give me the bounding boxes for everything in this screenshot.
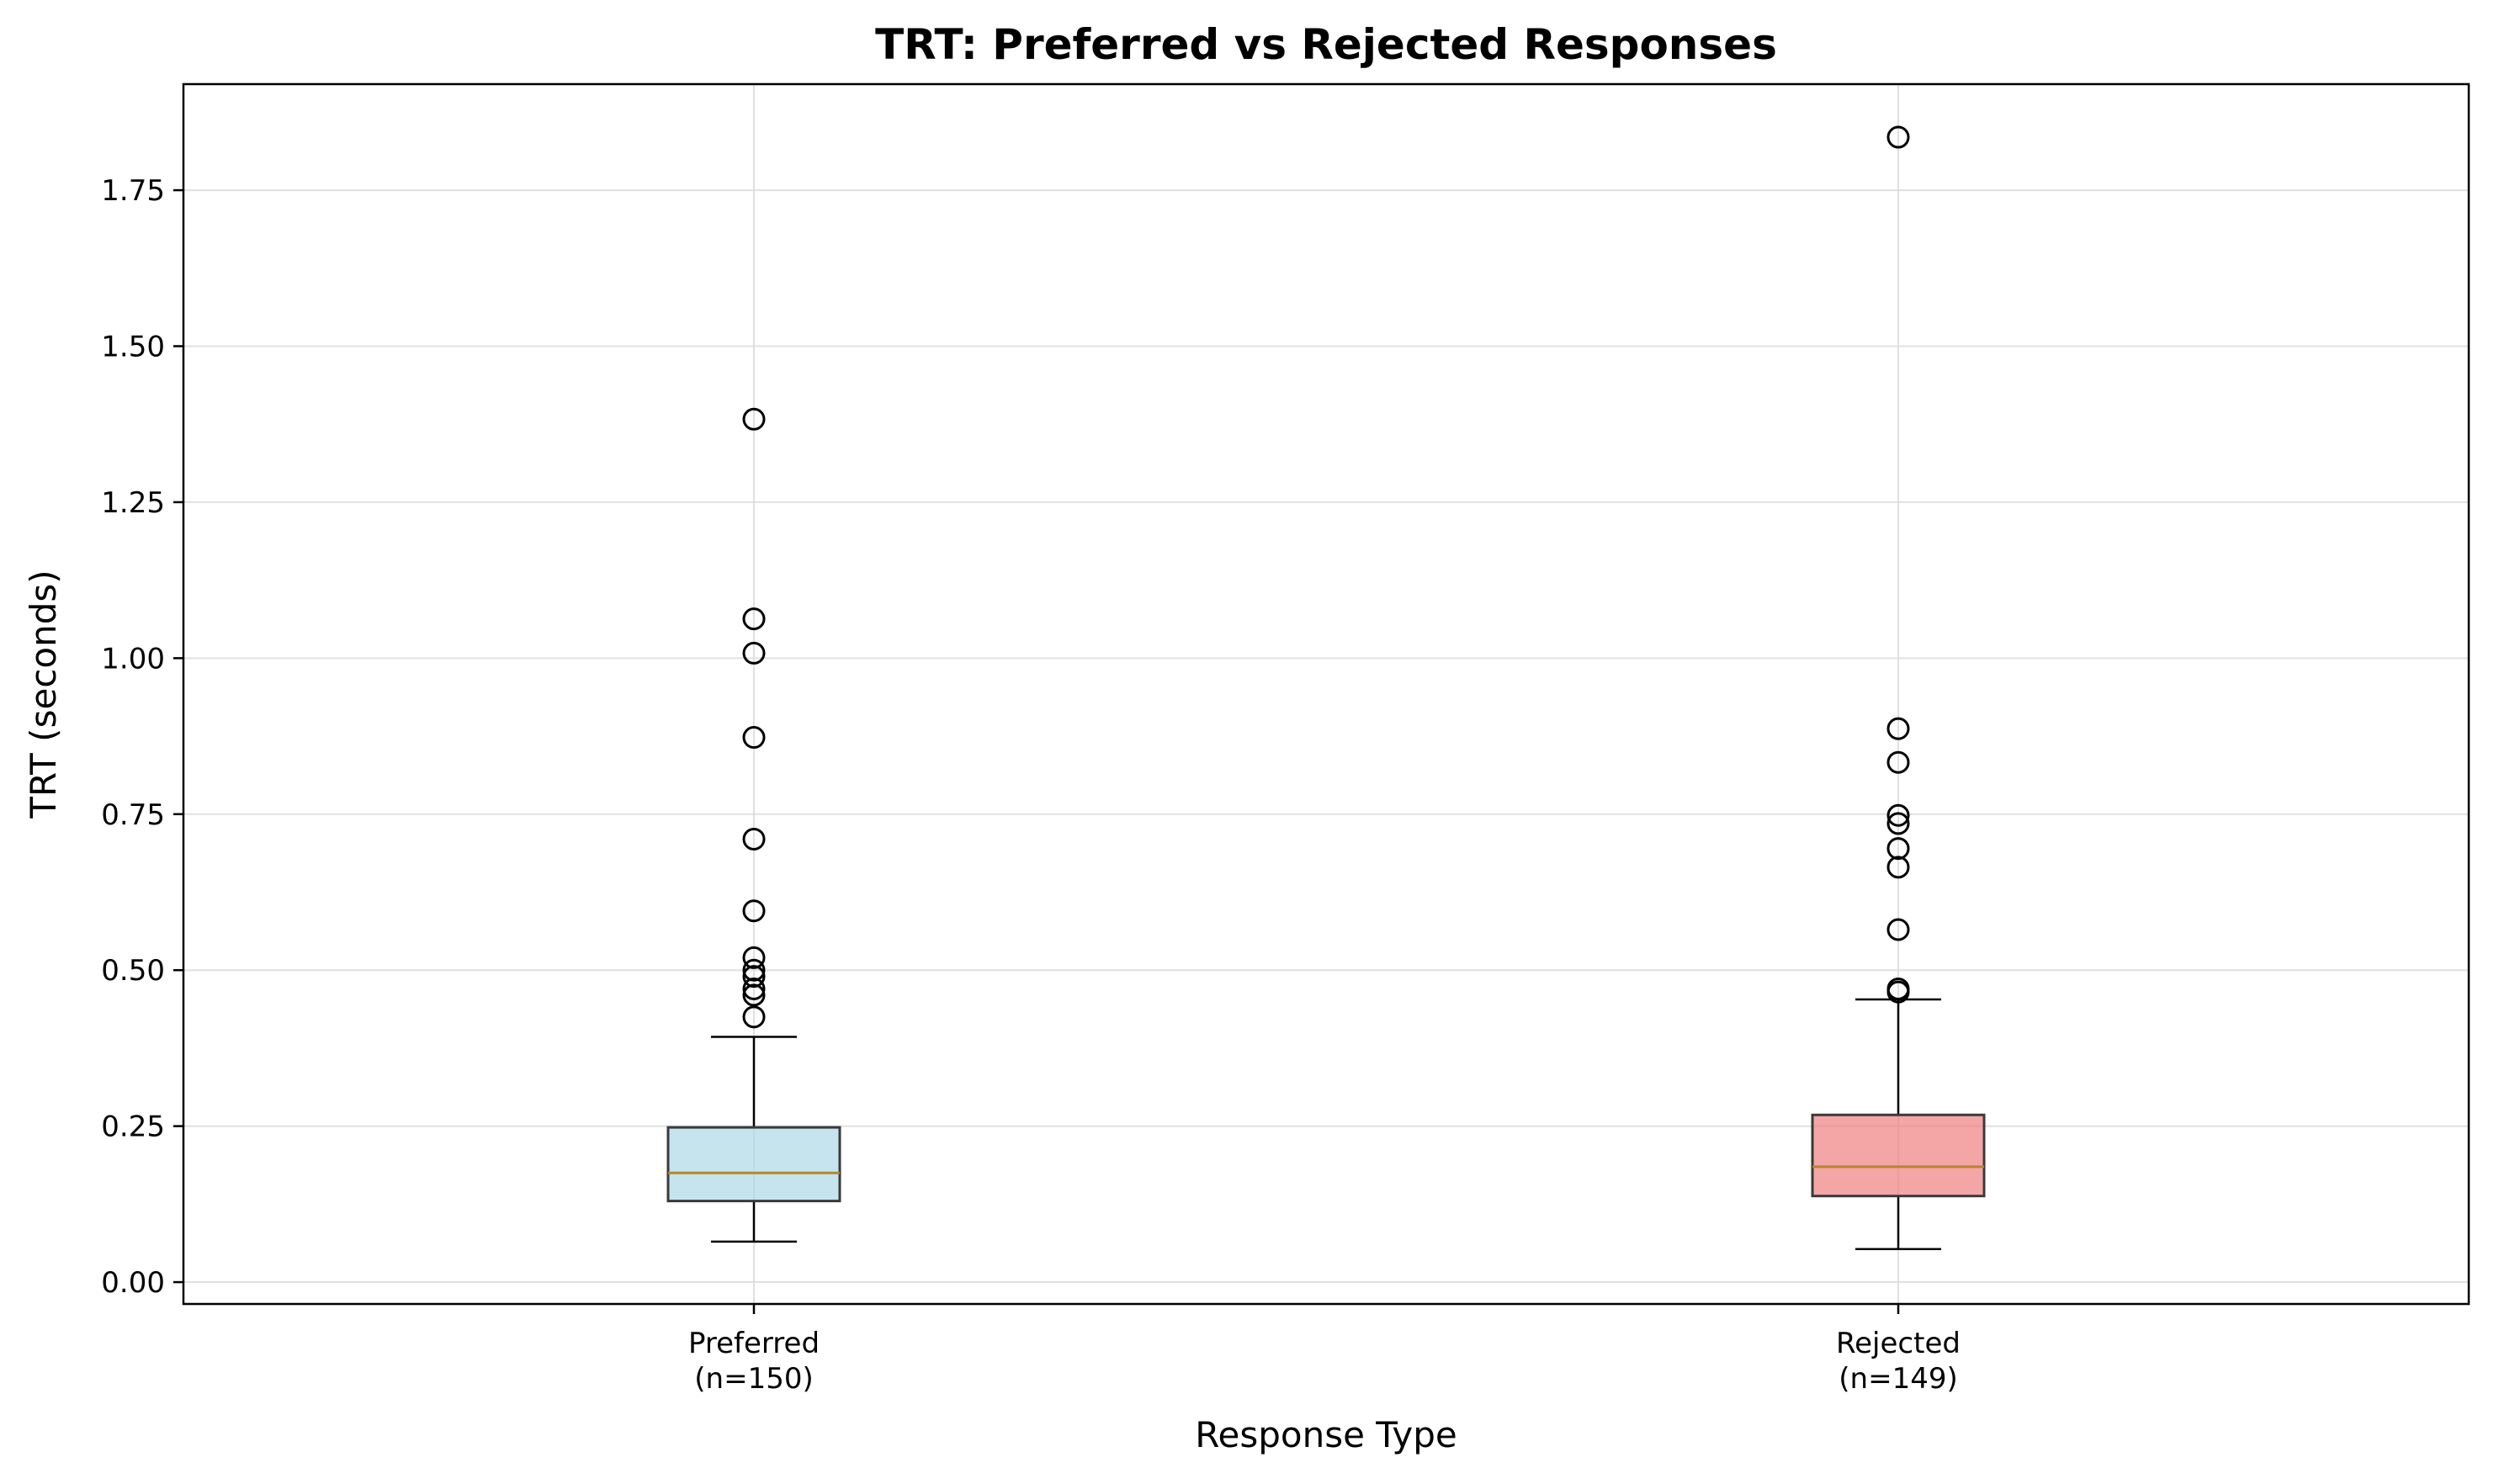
outlier-point <box>742 958 766 982</box>
plot-area <box>666 125 1986 1250</box>
y-tick-label: 1.25 <box>101 486 165 520</box>
y-tick-label: 1.00 <box>101 642 165 676</box>
y-tick-label: 0.50 <box>101 954 165 988</box>
x-tick-label: Preferred <box>688 1327 820 1360</box>
outlier-point <box>742 965 766 988</box>
outlier-point <box>1886 918 1910 941</box>
y-tick-label: 0.25 <box>101 1110 165 1144</box>
iqr-box <box>666 1126 841 1203</box>
y-tick-label: 1.75 <box>101 174 165 208</box>
outlier-point <box>742 607 766 631</box>
outlier-point <box>742 983 766 1007</box>
x-tick-label: Rejected <box>1836 1327 1961 1360</box>
outlier-point <box>742 977 766 1000</box>
outlier-point <box>1886 750 1910 774</box>
iqr-box <box>1811 1113 1986 1198</box>
x-axis: Preferred(n=150) Rejected(n=149) <box>688 1304 1961 1396</box>
y-tick-label: 0.75 <box>101 798 165 832</box>
outlier-point <box>742 946 766 969</box>
chart-title: TRT: Preferred vs Rejected Responses <box>875 20 1777 69</box>
outlier-point <box>1886 837 1910 861</box>
outlier-point <box>1886 803 1910 827</box>
outlier-point <box>1886 856 1910 879</box>
x-tick-sublabel: (n=149) <box>1839 1362 1957 1396</box>
outlier-point <box>1886 977 1910 1000</box>
x-tick-sublabel: (n=150) <box>694 1362 813 1396</box>
outlier-point <box>742 1005 766 1029</box>
outlier-point <box>1886 717 1910 740</box>
outlier-point <box>742 641 766 665</box>
x-axis-label: Response Type <box>1195 1414 1457 1455</box>
box-preferred <box>666 407 841 1243</box>
outlier-point <box>742 899 766 923</box>
outlier-point <box>1886 812 1910 835</box>
y-axis-label: TRT (seconds) <box>23 570 64 819</box>
box-rejected <box>1811 125 1986 1250</box>
y-tick-label: 1.50 <box>101 331 165 364</box>
outlier-point <box>1886 125 1910 149</box>
y-axis: 0.00 0.25 0.50 0.75 1.00 1.25 1.50 1.75 <box>101 174 183 1300</box>
outlier-point <box>742 827 766 851</box>
plot-frame <box>182 82 2470 1306</box>
grid-lines <box>183 84 2469 1304</box>
outlier-point <box>742 726 766 750</box>
y-tick-label: 0.00 <box>101 1266 165 1300</box>
outlier-point <box>742 407 766 431</box>
